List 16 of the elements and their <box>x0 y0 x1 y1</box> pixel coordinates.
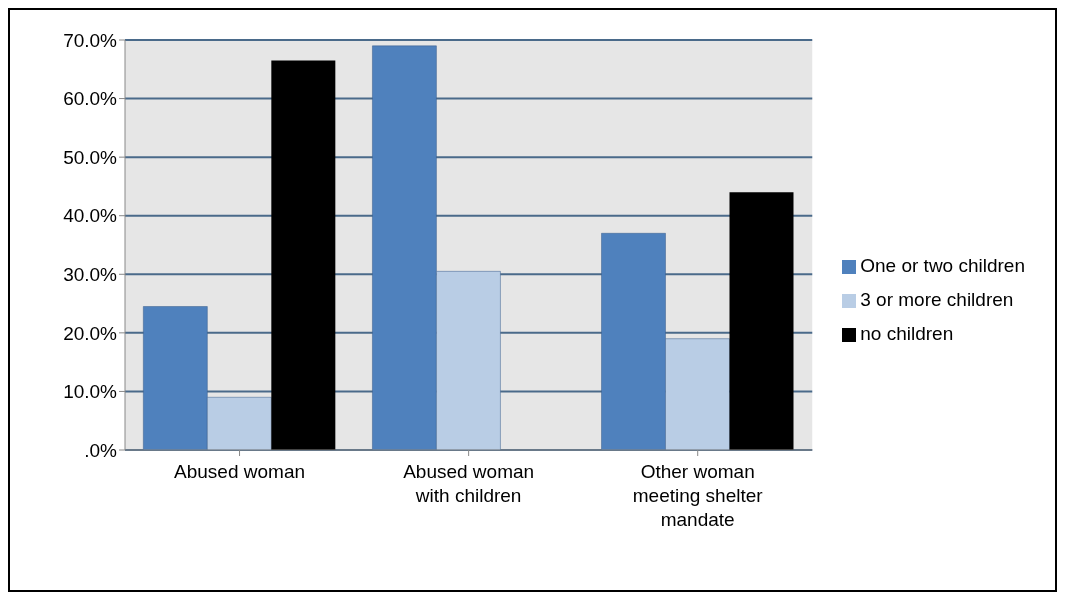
bar <box>271 60 336 450</box>
legend-label: One or two children <box>860 255 1025 276</box>
legend-label: 3 or more children <box>860 289 1014 310</box>
y-tick-label: 40.0% <box>63 205 118 227</box>
x-tick-label: Abused woman <box>174 461 306 482</box>
x-tick-label: Abused woman with children <box>403 461 535 506</box>
legend-label: no children <box>860 323 954 344</box>
bar <box>729 192 794 450</box>
y-tick-label: 70.0% <box>63 29 118 51</box>
y-tick-label: 60.0% <box>63 88 118 110</box>
y-tick-label: 30.0% <box>63 264 118 286</box>
y-tick-label: 50.0% <box>63 146 118 168</box>
y-tick-label: .0% <box>84 439 118 461</box>
x-tick-label: Other woman meeting shelter mandate <box>632 461 764 530</box>
y-tick-label: 10.0% <box>63 381 118 403</box>
y-tick-label: 20.0% <box>63 322 118 344</box>
